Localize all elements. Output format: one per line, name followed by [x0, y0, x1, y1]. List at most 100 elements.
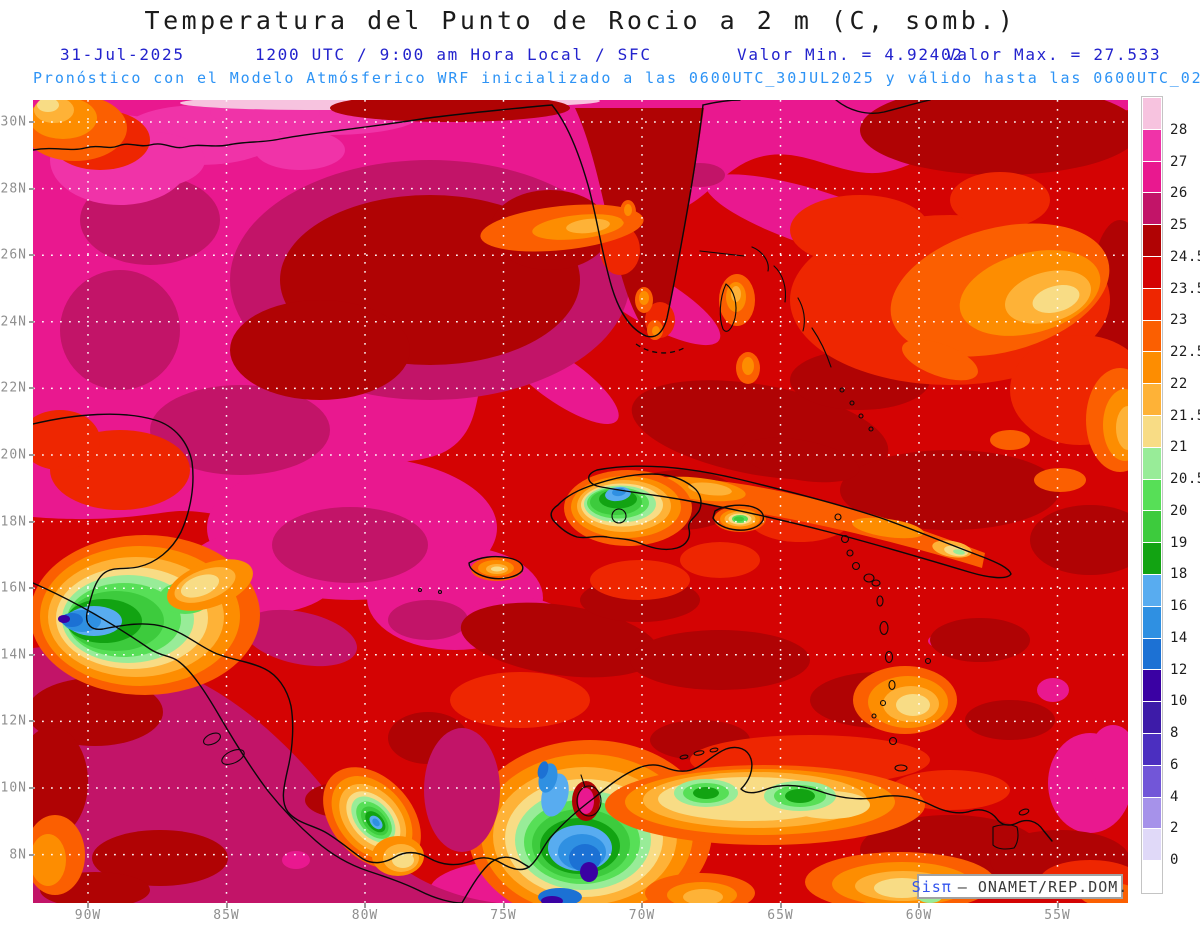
- colorbar-swatch: [1143, 638, 1161, 670]
- lat-axis-label: 24N: [0, 314, 27, 330]
- lon-axis-label: 90W: [74, 908, 102, 923]
- lat-axis-label: 22N: [0, 380, 27, 396]
- lat-axis-tick: [29, 787, 34, 789]
- colorbar-label: 2: [1170, 820, 1179, 837]
- header-valid-time: 1200 UTC / 9:00 am Hora Local / SFC: [255, 45, 652, 64]
- attribution-brand: Sisπ: [911, 877, 952, 896]
- lon-axis-tick: [364, 903, 366, 908]
- attribution-box: Sisπ – ONAMET/REP.DOM.: [912, 874, 1127, 899]
- dewpoint-field-svg: [33, 100, 1128, 903]
- colorbar-label: 23: [1170, 312, 1188, 329]
- colorbar-label: 23.5: [1170, 280, 1200, 297]
- lon-axis-label: 65W: [767, 908, 794, 923]
- colorbar-swatch: [1143, 193, 1161, 225]
- lat-axis-label: 16N: [0, 580, 27, 596]
- colorbar-swatch: [1143, 225, 1161, 256]
- lon-axis-tick: [779, 903, 782, 908]
- lat-axis-label: 10N: [0, 780, 27, 796]
- colorbar: [1141, 96, 1163, 894]
- attribution-org: – ONAMET/REP.DOM.: [957, 877, 1129, 896]
- colorbar-label: 27: [1170, 153, 1188, 170]
- lat-axis-tick: [29, 720, 34, 723]
- colorbar-label: 21: [1170, 439, 1188, 456]
- colorbar-swatch: [1143, 129, 1161, 161]
- colorbar-label: 0: [1170, 852, 1179, 869]
- colorbar-swatch: [1143, 733, 1161, 765]
- colorbar-swatch: [1143, 797, 1161, 829]
- header-model-line: Pronóstico con el Modelo Atmósferico WRF…: [33, 69, 1200, 87]
- lon-axis-tick: [641, 903, 643, 908]
- colorbar-swatch: [1143, 384, 1161, 415]
- map-coastlines: [33, 100, 1053, 903]
- lat-axis-tick: [29, 520, 34, 523]
- lat-axis-tick: [29, 587, 34, 590]
- colorbar-swatch: [1143, 447, 1161, 479]
- lon-axis-label: 85W: [213, 908, 240, 923]
- lat-axis-tick: [29, 653, 34, 656]
- lon-axis-tick: [502, 903, 505, 908]
- page-title: Temperatura del Punto de Rocio a 2 m (C,…: [144, 6, 1017, 35]
- header-date: 31-Jul-2025: [60, 45, 185, 64]
- lat-axis-tick: [29, 121, 34, 123]
- lon-axis-label: 80W: [351, 908, 379, 923]
- lon-axis-label: 75W: [490, 908, 517, 923]
- colorbar-swatch: [1143, 256, 1161, 288]
- colorbar-label: 16: [1170, 598, 1188, 615]
- colorbar-label: 21.5: [1170, 407, 1200, 424]
- lat-axis-label: 12N: [0, 713, 27, 729]
- field-overlays: [282, 728, 600, 869]
- colorbar-label: 8: [1170, 725, 1179, 742]
- colorbar-swatch: [1143, 320, 1161, 352]
- colorbar-label: 20.5: [1170, 471, 1200, 488]
- lat-axis-tick: [29, 320, 34, 323]
- colorbar-label: 4: [1170, 788, 1179, 805]
- lon-axis-tick: [87, 903, 89, 908]
- lat-axis-label: 26N: [0, 247, 27, 263]
- colorbar-label: 22.5: [1170, 344, 1200, 361]
- colorbar-label: 22: [1170, 375, 1188, 392]
- colorbar-label: 20: [1170, 502, 1188, 519]
- colorbar-swatch: [1143, 765, 1161, 797]
- lat-axis-tick: [29, 454, 34, 456]
- colorbar-label: 10: [1170, 693, 1188, 710]
- lat-axis-label: 18N: [0, 514, 27, 530]
- colorbar-swatch: [1143, 829, 1161, 861]
- colorbar-swatch: [1143, 511, 1161, 543]
- colorbar-swatch: [1143, 288, 1161, 320]
- field-feature-stacks: [33, 100, 1128, 903]
- lon-axis-tick: [918, 903, 920, 908]
- colorbar-swatch: [1143, 574, 1161, 606]
- lat-axis-tick: [29, 853, 34, 856]
- lon-axis-label: 60W: [905, 908, 933, 923]
- colorbar-label: 24.5: [1170, 248, 1200, 265]
- colorbar-swatch: [1143, 415, 1161, 447]
- lon-axis-label: 70W: [628, 908, 656, 923]
- lat-axis-label: 28N: [0, 181, 27, 197]
- lat-axis-label: 8N: [9, 847, 27, 863]
- header-max-value: Valor Max. = 27.533: [946, 45, 1162, 64]
- colorbar-swatch: [1143, 606, 1161, 638]
- colorbar-label: 6: [1170, 756, 1179, 773]
- lon-axis-tick: [1056, 903, 1059, 908]
- lon-axis-label: 55W: [1044, 908, 1071, 923]
- colorbar-swatch: [1143, 543, 1161, 574]
- map-area: [33, 100, 1128, 903]
- colorbar-label: 26: [1170, 185, 1188, 202]
- lon-axis-tick: [225, 903, 228, 908]
- colorbar-swatch: [1143, 98, 1161, 129]
- colorbar-swatch: [1143, 670, 1161, 702]
- lat-axis-tick: [29, 187, 34, 190]
- colorbar-label: 25: [1170, 217, 1188, 234]
- lat-axis-label: 20N: [0, 447, 27, 463]
- colorbar-swatch: [1143, 702, 1161, 733]
- lat-axis-tick: [29, 254, 34, 257]
- lat-axis-tick: [29, 387, 34, 390]
- colorbar-label: 14: [1170, 629, 1188, 646]
- colorbar-label: 28: [1170, 121, 1188, 138]
- colorbar-swatch: [1143, 861, 1161, 892]
- colorbar-swatch: [1143, 479, 1161, 511]
- lat-axis-label: 14N: [0, 647, 27, 663]
- colorbar-label: 19: [1170, 534, 1188, 551]
- colorbar-swatch: [1143, 352, 1161, 384]
